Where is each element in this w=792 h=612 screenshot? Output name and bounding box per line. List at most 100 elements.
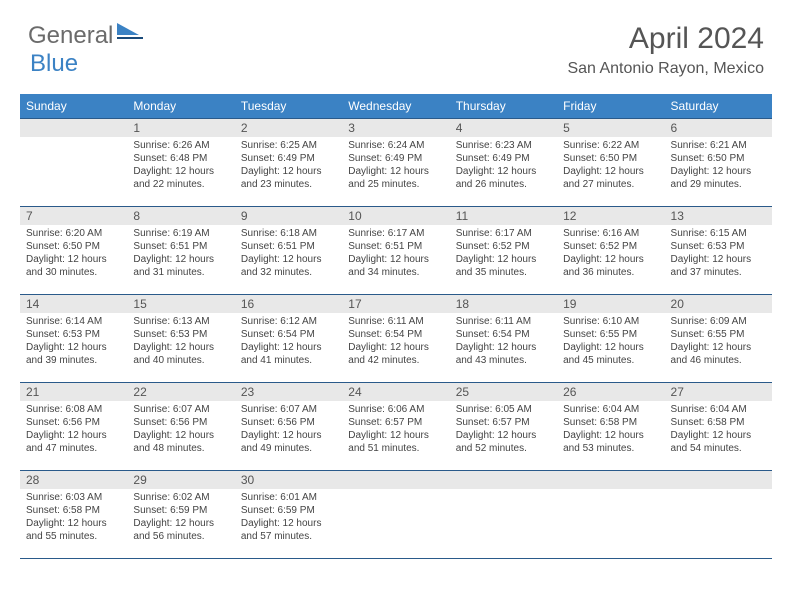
sunset-text: Sunset: 6:59 PM xyxy=(241,504,336,517)
daylight-text: Daylight: 12 hours and 48 minutes. xyxy=(133,429,228,455)
daylight-text: Daylight: 12 hours and 31 minutes. xyxy=(133,253,228,279)
sunrise-text: Sunrise: 6:26 AM xyxy=(133,139,228,152)
empty-day xyxy=(20,119,127,137)
sunset-text: Sunset: 6:49 PM xyxy=(241,152,336,165)
day-content: Sunrise: 6:17 AMSunset: 6:52 PMDaylight:… xyxy=(450,225,557,283)
day-number: 15 xyxy=(127,295,234,313)
day-number: 4 xyxy=(450,119,557,137)
sunrise-text: Sunrise: 6:23 AM xyxy=(456,139,551,152)
day-content: Sunrise: 6:15 AMSunset: 6:53 PMDaylight:… xyxy=(665,225,772,283)
sunrise-text: Sunrise: 6:07 AM xyxy=(133,403,228,416)
day-cell: 24Sunrise: 6:06 AMSunset: 6:57 PMDayligh… xyxy=(342,383,449,471)
day-number: 10 xyxy=(342,207,449,225)
day-cell: 19Sunrise: 6:10 AMSunset: 6:55 PMDayligh… xyxy=(557,295,664,383)
sunset-text: Sunset: 6:53 PM xyxy=(133,328,228,341)
sunset-text: Sunset: 6:52 PM xyxy=(456,240,551,253)
sunset-text: Sunset: 6:58 PM xyxy=(563,416,658,429)
daylight-text: Daylight: 12 hours and 39 minutes. xyxy=(26,341,121,367)
sunset-text: Sunset: 6:50 PM xyxy=(671,152,766,165)
day-number: 1 xyxy=(127,119,234,137)
day-header: Sunday xyxy=(20,94,127,119)
sunrise-text: Sunrise: 6:05 AM xyxy=(456,403,551,416)
sunset-text: Sunset: 6:51 PM xyxy=(348,240,443,253)
daylight-text: Daylight: 12 hours and 32 minutes. xyxy=(241,253,336,279)
sunrise-text: Sunrise: 6:18 AM xyxy=(241,227,336,240)
empty-day xyxy=(665,471,772,489)
day-cell xyxy=(20,119,127,207)
day-number: 9 xyxy=(235,207,342,225)
sunrise-text: Sunrise: 6:21 AM xyxy=(671,139,766,152)
daylight-text: Daylight: 12 hours and 53 minutes. xyxy=(563,429,658,455)
daylight-text: Daylight: 12 hours and 42 minutes. xyxy=(348,341,443,367)
day-content: Sunrise: 6:17 AMSunset: 6:51 PMDaylight:… xyxy=(342,225,449,283)
day-number: 7 xyxy=(20,207,127,225)
day-header: Monday xyxy=(127,94,234,119)
day-cell xyxy=(342,471,449,559)
day-number: 20 xyxy=(665,295,772,313)
day-content: Sunrise: 6:23 AMSunset: 6:49 PMDaylight:… xyxy=(450,137,557,195)
day-cell: 1Sunrise: 6:26 AMSunset: 6:48 PMDaylight… xyxy=(127,119,234,207)
day-cell: 28Sunrise: 6:03 AMSunset: 6:58 PMDayligh… xyxy=(20,471,127,559)
location: San Antonio Rayon, Mexico xyxy=(567,60,764,78)
day-cell: 11Sunrise: 6:17 AMSunset: 6:52 PMDayligh… xyxy=(450,207,557,295)
sunset-text: Sunset: 6:54 PM xyxy=(348,328,443,341)
day-cell: 9 Sunrise: 6:18 AMSunset: 6:51 PMDaylight… xyxy=(235,207,342,295)
day-cell: 21Sunrise: 6:08 AMSunset: 6:56 PMDayligh… xyxy=(20,383,127,471)
logo-text-general: General xyxy=(28,22,113,50)
day-number: 26 xyxy=(557,383,664,401)
day-header: Saturday xyxy=(665,94,772,119)
daylight-text: Daylight: 12 hours and 56 minutes. xyxy=(133,517,228,543)
day-content: Sunrise: 6:01 AMSunset: 6:59 PMDaylight:… xyxy=(235,489,342,547)
day-number: 13 xyxy=(665,207,772,225)
sunrise-text: Sunrise: 6:03 AM xyxy=(26,491,121,504)
daylight-text: Daylight: 12 hours and 37 minutes. xyxy=(671,253,766,279)
sunrise-text: Sunrise: 6:01 AM xyxy=(241,491,336,504)
daylight-text: Daylight: 12 hours and 26 minutes. xyxy=(456,165,551,191)
sunset-text: Sunset: 6:56 PM xyxy=(133,416,228,429)
day-cell: 30Sunrise: 6:01 AMSunset: 6:59 PMDayligh… xyxy=(235,471,342,559)
day-cell: 6Sunrise: 6:21 AMSunset: 6:50 PMDaylight… xyxy=(665,119,772,207)
day-number: 3 xyxy=(342,119,449,137)
day-content: Sunrise: 6:16 AMSunset: 6:52 PMDaylight:… xyxy=(557,225,664,283)
day-header: Thursday xyxy=(450,94,557,119)
day-cell xyxy=(557,471,664,559)
empty-day xyxy=(342,471,449,489)
day-number: 2 xyxy=(235,119,342,137)
day-content: Sunrise: 6:11 AMSunset: 6:54 PMDaylight:… xyxy=(450,313,557,371)
logo: General xyxy=(28,22,145,50)
sunset-text: Sunset: 6:57 PM xyxy=(348,416,443,429)
day-number: 19 xyxy=(557,295,664,313)
day-content: Sunrise: 6:22 AMSunset: 6:50 PMDaylight:… xyxy=(557,137,664,195)
day-content: Sunrise: 6:13 AMSunset: 6:53 PMDaylight:… xyxy=(127,313,234,371)
sunset-text: Sunset: 6:55 PM xyxy=(563,328,658,341)
day-content: Sunrise: 6:25 AMSunset: 6:49 PMDaylight:… xyxy=(235,137,342,195)
day-number: 14 xyxy=(20,295,127,313)
day-number: 21 xyxy=(20,383,127,401)
day-header: Wednesday xyxy=(342,94,449,119)
daylight-text: Daylight: 12 hours and 43 minutes. xyxy=(456,341,551,367)
daylight-text: Daylight: 12 hours and 46 minutes. xyxy=(671,341,766,367)
day-number: 5 xyxy=(557,119,664,137)
sunset-text: Sunset: 6:51 PM xyxy=(241,240,336,253)
daylight-text: Daylight: 12 hours and 25 minutes. xyxy=(348,165,443,191)
sunrise-text: Sunrise: 6:20 AM xyxy=(26,227,121,240)
day-content: Sunrise: 6:10 AMSunset: 6:55 PMDaylight:… xyxy=(557,313,664,371)
sunrise-text: Sunrise: 6:08 AM xyxy=(26,403,121,416)
sunset-text: Sunset: 6:56 PM xyxy=(26,416,121,429)
day-number: 6 xyxy=(665,119,772,137)
daylight-text: Daylight: 12 hours and 49 minutes. xyxy=(241,429,336,455)
daylight-text: Daylight: 12 hours and 22 minutes. xyxy=(133,165,228,191)
daylight-text: Daylight: 12 hours and 52 minutes. xyxy=(456,429,551,455)
sunset-text: Sunset: 6:58 PM xyxy=(671,416,766,429)
day-content: Sunrise: 6:21 AMSunset: 6:50 PMDaylight:… xyxy=(665,137,772,195)
day-header-row: SundayMondayTuesdayWednesdayThursdayFrid… xyxy=(20,94,772,119)
day-cell xyxy=(450,471,557,559)
sunrise-text: Sunrise: 6:02 AM xyxy=(133,491,228,504)
day-cell: 8Sunrise: 6:19 AMSunset: 6:51 PMDaylight… xyxy=(127,207,234,295)
daylight-text: Daylight: 12 hours and 29 minutes. xyxy=(671,165,766,191)
day-cell: 7Sunrise: 6:20 AMSunset: 6:50 PMDaylight… xyxy=(20,207,127,295)
sunset-text: Sunset: 6:49 PM xyxy=(348,152,443,165)
sunrise-text: Sunrise: 6:17 AM xyxy=(456,227,551,240)
day-content: Sunrise: 6:14 AMSunset: 6:53 PMDaylight:… xyxy=(20,313,127,371)
day-number: 28 xyxy=(20,471,127,489)
